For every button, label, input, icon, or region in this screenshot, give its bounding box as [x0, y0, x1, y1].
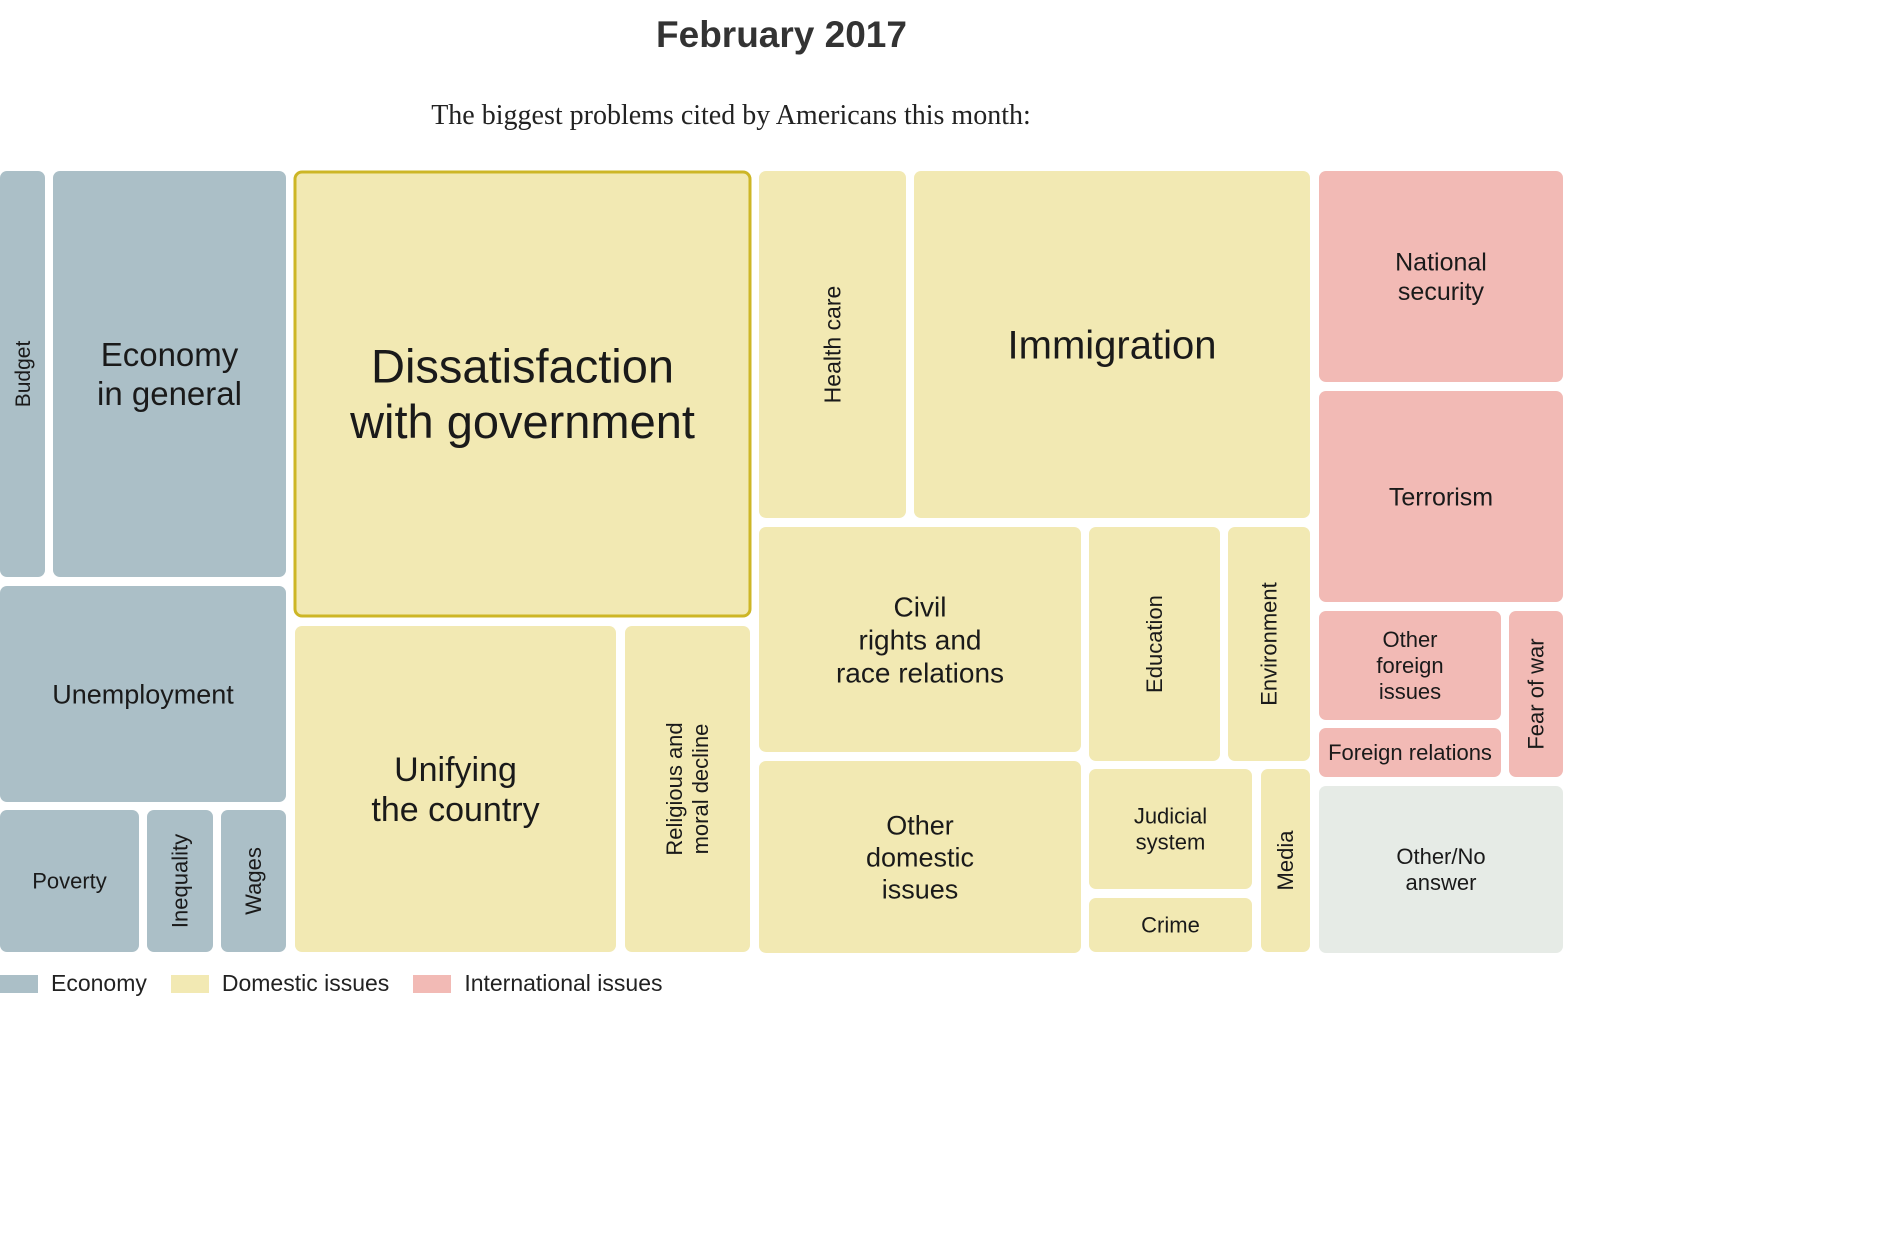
- tile-label-line: Judicial: [1134, 804, 1207, 829]
- tile-label-line: Immigration: [1008, 324, 1217, 368]
- tile-label-line: issues: [882, 874, 959, 904]
- tile-label-budget: Budget: [12, 341, 35, 408]
- tile-civil-rights-and-race-relations: [759, 527, 1081, 752]
- tile-label-line: Wages: [241, 847, 266, 915]
- tile-wages: [221, 810, 286, 952]
- tile-label-line: moral decline: [688, 724, 713, 855]
- tile-other-domestic-issues: [759, 761, 1081, 953]
- tile-poverty: [0, 810, 139, 952]
- tile-label-line: the country: [371, 791, 539, 829]
- tile-label-line: Foreign relations: [1328, 740, 1492, 765]
- chart-title: February 2017: [656, 14, 907, 55]
- tile-label-line: Health care: [820, 286, 846, 404]
- legend-label-domestic: Domestic issues: [221, 970, 390, 996]
- tile-unifying-the-country: [295, 626, 616, 952]
- tile-label-other-no-answer: Other/No answer: [1396, 844, 1485, 895]
- tile-label-judicial-system: Judicial system: [1134, 804, 1207, 855]
- tile-label-line: issues: [1379, 679, 1441, 704]
- tile-label-crime: Crime: [1141, 913, 1200, 938]
- tile-label-line: Economy: [101, 336, 239, 373]
- tile-fear-of-war: [1509, 611, 1563, 777]
- tile-crime: [1089, 898, 1252, 952]
- tile-label-line: Dissatisfaction: [371, 340, 674, 393]
- tile-label-line: Other: [1382, 627, 1437, 652]
- tile-label-line: rights and: [859, 624, 982, 655]
- tile-label-line: system: [1136, 830, 1206, 855]
- tile-other-foreign-issues: [1319, 611, 1501, 720]
- tile-health-care: [759, 171, 906, 518]
- tile-label-line: Inequality: [168, 834, 193, 928]
- tile-label-unifying-the-country: Unifying the country: [371, 751, 539, 829]
- legend-item-international: International issues: [413, 970, 663, 997]
- tile-label-economy-in-general: Economy in general: [97, 336, 242, 412]
- tile-label-terrorism: Terrorism: [1389, 483, 1493, 511]
- tile-foreign-relations: [1319, 728, 1501, 777]
- tile-label-line: Budget: [12, 341, 35, 408]
- tile-national-security: [1319, 171, 1563, 382]
- tile-media: [1261, 769, 1310, 952]
- tile-label-health-care: Health care: [820, 286, 846, 404]
- legend-item-domestic: Domestic issues: [170, 970, 390, 997]
- tile-label-education: Education: [1142, 595, 1167, 693]
- tile-label-environment: Environment: [1257, 582, 1282, 706]
- tile-label-line: security: [1398, 278, 1485, 306]
- tile-label-fear-of-war: Fear of war: [1524, 638, 1549, 749]
- tile-label-immigration: Immigration: [1008, 324, 1217, 368]
- tile-label-national-security: National security: [1395, 249, 1487, 307]
- tile-label-dissatisfaction-with-government: Dissatisfaction with government: [349, 340, 695, 448]
- tile-immigration: [914, 171, 1310, 518]
- tile-other-no-answer: [1319, 786, 1563, 953]
- tile-label-line: Other: [886, 811, 954, 841]
- tile-terrorism: [1319, 391, 1563, 602]
- tile-label-other-domestic-issues: Other domestic issues: [866, 811, 974, 905]
- tile-religious-and-moral-decline: [625, 626, 750, 952]
- tile-label-line: race relations: [836, 657, 1004, 688]
- tile-label-line: Fear of war: [1524, 638, 1549, 749]
- tile-inequality: [147, 810, 213, 952]
- tile-label-line: domestic: [866, 842, 974, 872]
- tile-label-poverty: Poverty: [32, 869, 107, 894]
- tile-label-line: Terrorism: [1389, 483, 1493, 511]
- tile-budget: [0, 171, 45, 577]
- tile-label-line: National: [1395, 249, 1487, 277]
- chart-subtitle: The biggest problems cited by Americans …: [431, 100, 1031, 131]
- tile-dissatisfaction-with-government: [293, 170, 752, 618]
- tile-economy-in-general: [53, 171, 286, 577]
- legend-swatch-domestic: [170, 974, 209, 993]
- legend: Economy Domestic issues International is…: [0, 970, 687, 997]
- tile-label-line: Education: [1142, 595, 1167, 693]
- legend-label-economy: Economy: [51, 970, 147, 996]
- tile-label-inequality: Inequality: [168, 834, 193, 928]
- tile-label-line: Media: [1273, 830, 1298, 891]
- tile-label-line: Environment: [1257, 582, 1282, 706]
- tile-label-line: Other/No: [1396, 844, 1485, 869]
- tile-label-line: Civil: [894, 591, 947, 622]
- tile-unemployment: [0, 586, 286, 802]
- tile-label-line: Unifying: [394, 751, 517, 789]
- tile-label-other-foreign-issues: Other foreign issues: [1376, 627, 1443, 704]
- tile-judicial-system: [1089, 769, 1252, 889]
- tile-label-line: Crime: [1141, 913, 1200, 938]
- tile-education: [1089, 527, 1220, 761]
- tile-label-civil-rights-and-race-relations: Civil rights and race relations: [836, 591, 1004, 688]
- tile-label-media: Media: [1273, 830, 1298, 891]
- tile-label-line: Poverty: [32, 869, 107, 894]
- tile-label-line: with government: [349, 395, 695, 448]
- tile-label-line: Unemployment: [52, 679, 234, 709]
- tile-label-line: foreign: [1376, 653, 1443, 678]
- legend-item-economy: Economy: [0, 970, 147, 997]
- tile-label-line: Religious and: [662, 722, 687, 855]
- tile-label-line: in general: [97, 375, 242, 412]
- tile-label-line: answer: [1406, 870, 1477, 895]
- tile-label-wages: Wages: [241, 847, 266, 915]
- legend-label-international: International issues: [464, 970, 663, 996]
- tile-label-foreign-relations: Foreign relations: [1328, 740, 1492, 765]
- legend-swatch-international: [413, 974, 452, 993]
- tile-environment: [1228, 527, 1310, 761]
- tile-label-religious-and-moral-decline: Religious andmoral decline: [662, 722, 713, 855]
- legend-swatch-economy: [0, 974, 38, 993]
- tile-label-unemployment: Unemployment: [52, 679, 234, 709]
